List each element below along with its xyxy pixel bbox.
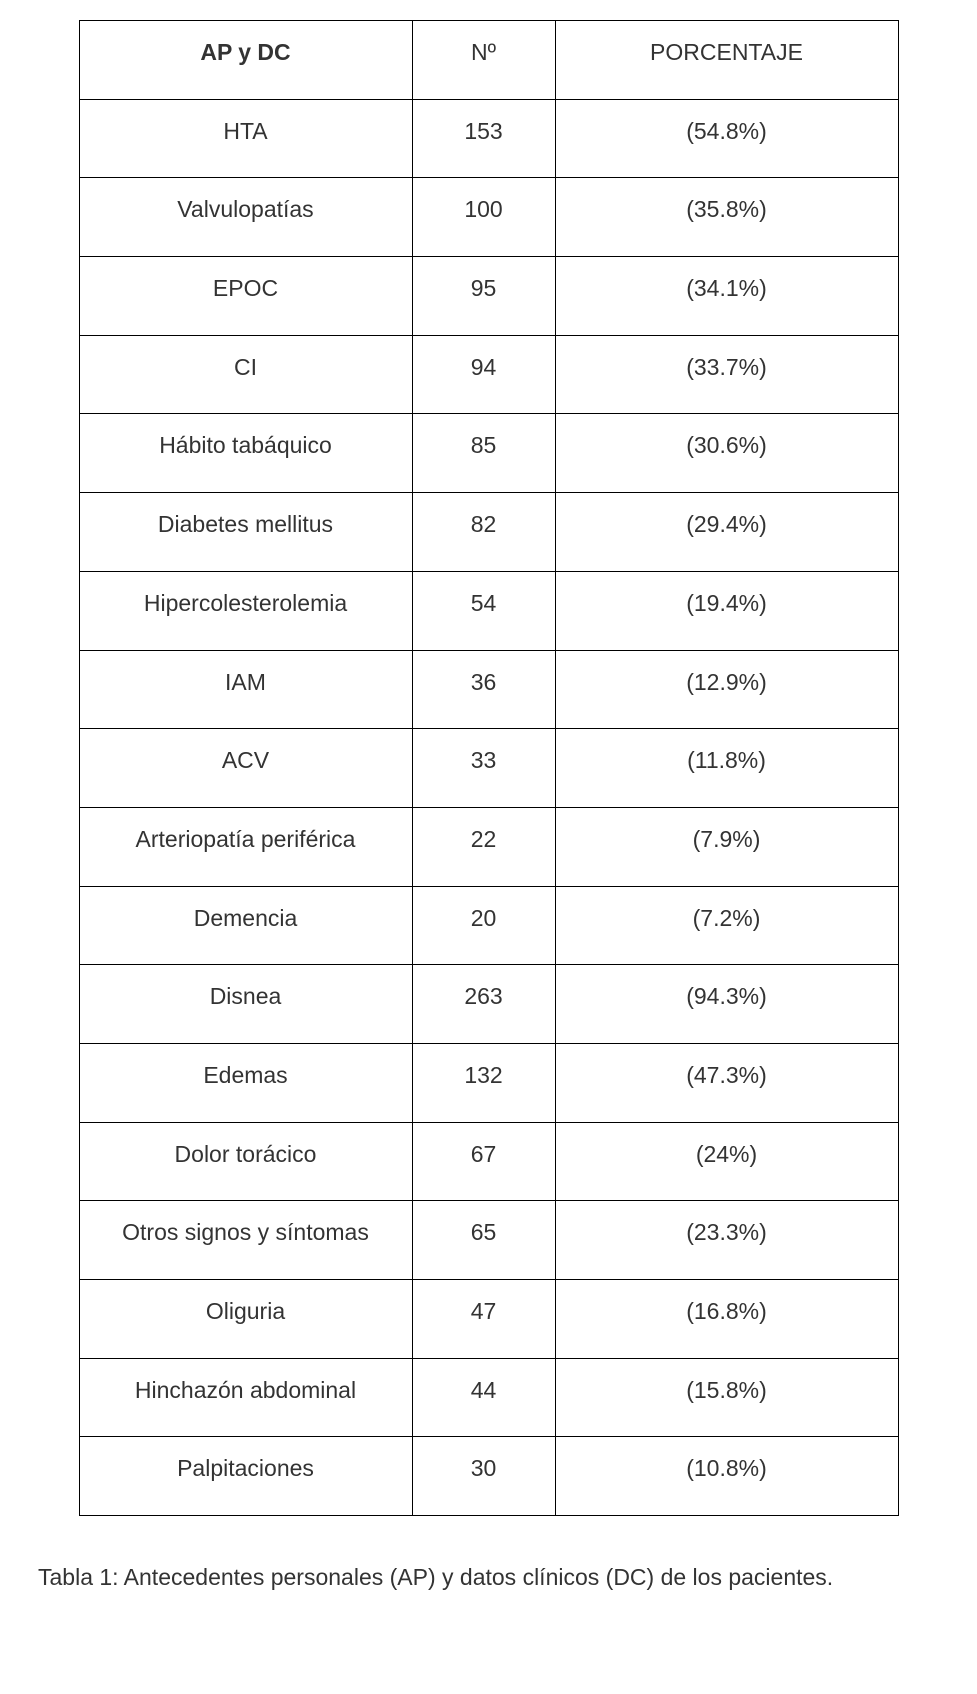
table-row: Diabetes mellitus82(29.4%) <box>79 493 898 572</box>
cell-label: CI <box>79 335 412 414</box>
cell-label: IAM <box>79 650 412 729</box>
cell-label: Hinchazón abdominal <box>79 1358 412 1437</box>
col-header-pct: PORCENTAJE <box>555 21 898 100</box>
table-row: Hinchazón abdominal44(15.8%) <box>79 1358 898 1437</box>
table-row: Otros signos y síntomas65(23.3%) <box>79 1201 898 1280</box>
cell-label: Hipercolesterolemia <box>79 571 412 650</box>
clinical-data-table: AP y DC Nº PORCENTAJE HTA153(54.8%)Valvu… <box>79 20 899 1516</box>
table-row: EPOC95(34.1%) <box>79 257 898 336</box>
cell-label: ACV <box>79 729 412 808</box>
table-row: Palpitaciones30(10.8%) <box>79 1437 898 1516</box>
table-row: Hipercolesterolemia54(19.4%) <box>79 571 898 650</box>
cell-n: 47 <box>412 1280 555 1359</box>
cell-n: 36 <box>412 650 555 729</box>
cell-label: EPOC <box>79 257 412 336</box>
cell-n: 22 <box>412 807 555 886</box>
table-body: HTA153(54.8%)Valvulopatías100(35.8%)EPOC… <box>79 99 898 1515</box>
cell-pct: (35.8%) <box>555 178 898 257</box>
cell-pct: (7.9%) <box>555 807 898 886</box>
col-header-n: Nº <box>412 21 555 100</box>
cell-n: 94 <box>412 335 555 414</box>
cell-label: Diabetes mellitus <box>79 493 412 572</box>
cell-n: 30 <box>412 1437 555 1516</box>
table-row: Demencia20(7.2%) <box>79 886 898 965</box>
table-row: Arteriopatía periférica22(7.9%) <box>79 807 898 886</box>
cell-n: 33 <box>412 729 555 808</box>
cell-pct: (34.1%) <box>555 257 898 336</box>
cell-label: Arteriopatía periférica <box>79 807 412 886</box>
cell-pct: (29.4%) <box>555 493 898 572</box>
cell-label: Disnea <box>79 965 412 1044</box>
cell-label: Dolor torácico <box>79 1122 412 1201</box>
cell-n: 263 <box>412 965 555 1044</box>
table-row: Valvulopatías100(35.8%) <box>79 178 898 257</box>
table-row: ACV33(11.8%) <box>79 729 898 808</box>
cell-pct: (12.9%) <box>555 650 898 729</box>
cell-pct: (19.4%) <box>555 571 898 650</box>
cell-pct: (11.8%) <box>555 729 898 808</box>
cell-label: HTA <box>79 99 412 178</box>
table-row: Dolor torácico67(24%) <box>79 1122 898 1201</box>
cell-pct: (23.3%) <box>555 1201 898 1280</box>
cell-label: Edemas <box>79 1043 412 1122</box>
cell-label: Valvulopatías <box>79 178 412 257</box>
cell-label: Palpitaciones <box>79 1437 412 1516</box>
cell-pct: (33.7%) <box>555 335 898 414</box>
cell-n: 153 <box>412 99 555 178</box>
cell-pct: (10.8%) <box>555 1437 898 1516</box>
table-row: Oliguria47(16.8%) <box>79 1280 898 1359</box>
cell-n: 44 <box>412 1358 555 1437</box>
cell-n: 82 <box>412 493 555 572</box>
cell-n: 95 <box>412 257 555 336</box>
cell-label: Demencia <box>79 886 412 965</box>
table-row: Disnea263(94.3%) <box>79 965 898 1044</box>
table-row: CI94(33.7%) <box>79 335 898 414</box>
cell-n: 85 <box>412 414 555 493</box>
cell-pct: (15.8%) <box>555 1358 898 1437</box>
cell-label: Otros signos y síntomas <box>79 1201 412 1280</box>
cell-pct: (24%) <box>555 1122 898 1201</box>
cell-pct: (16.8%) <box>555 1280 898 1359</box>
col-header-label: AP y DC <box>79 21 412 100</box>
table-row: Edemas132(47.3%) <box>79 1043 898 1122</box>
cell-label: Hábito tabáquico <box>79 414 412 493</box>
cell-pct: (7.2%) <box>555 886 898 965</box>
table-row: IAM36(12.9%) <box>79 650 898 729</box>
table-row: HTA153(54.8%) <box>79 99 898 178</box>
cell-n: 67 <box>412 1122 555 1201</box>
cell-pct: (54.8%) <box>555 99 898 178</box>
table-header-row: AP y DC Nº PORCENTAJE <box>79 21 898 100</box>
cell-pct: (30.6%) <box>555 414 898 493</box>
cell-pct: (47.3%) <box>555 1043 898 1122</box>
cell-n: 54 <box>412 571 555 650</box>
cell-n: 20 <box>412 886 555 965</box>
cell-n: 65 <box>412 1201 555 1280</box>
table-caption: Tabla 1: Antecedentes personales (AP) y … <box>30 1564 947 1591</box>
cell-label: Oliguria <box>79 1280 412 1359</box>
table-row: Hábito tabáquico85(30.6%) <box>79 414 898 493</box>
cell-pct: (94.3%) <box>555 965 898 1044</box>
cell-n: 132 <box>412 1043 555 1122</box>
cell-n: 100 <box>412 178 555 257</box>
